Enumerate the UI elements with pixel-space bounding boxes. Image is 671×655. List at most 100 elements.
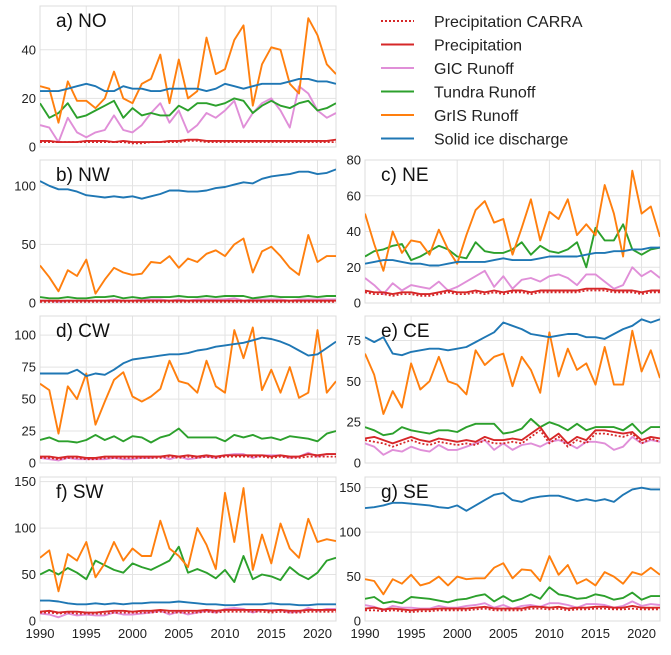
series-line-tundra — [365, 223, 660, 269]
panel-label: g) SE — [381, 482, 429, 503]
series-line-gic — [40, 85, 336, 144]
panel-label: a) NO — [56, 11, 107, 32]
series-line-gris — [40, 234, 336, 295]
y-tick-label: 25 — [22, 424, 36, 439]
series-line-gic — [365, 435, 660, 456]
panel-cw: 0 25 50 75 100 d) CW — [14, 315, 337, 471]
series-line-precip — [40, 138, 336, 144]
series-line-gris — [365, 329, 660, 415]
series-line-tundra — [40, 427, 336, 444]
plot-frame — [364, 476, 661, 622]
series-line-tundra — [40, 545, 336, 583]
x-tick-label: 2020 — [303, 626, 332, 641]
series-line-gris — [365, 169, 660, 272]
plot-frame — [39, 315, 337, 464]
legend-item-gris: GrIS Runoff — [381, 108, 519, 125]
legend-label: Tundra Runoff — [434, 85, 536, 102]
series-line-ice — [40, 77, 336, 93]
y-tick-label: 20 — [22, 91, 36, 106]
y-tick-label: 50 — [22, 392, 36, 407]
series-line-precip-carra — [365, 429, 660, 448]
series-line-gris — [40, 487, 336, 593]
legend-item-ice: Solid ice discharge — [381, 132, 568, 149]
series-lines — [365, 318, 660, 456]
panel-label: d) CW — [56, 321, 110, 342]
series-lines — [365, 486, 660, 613]
y-tick-label: 0 — [354, 456, 361, 471]
series-line-ice — [40, 168, 336, 200]
series-line-precip-carra — [365, 607, 660, 613]
y-tick-label: 100 — [14, 328, 36, 343]
y-tick-label: 0 — [29, 614, 36, 629]
y-tick-label: 0 — [29, 140, 36, 155]
series-line-precip — [365, 604, 660, 612]
x-tick-label: 2020 — [627, 626, 656, 641]
y-tick-label: 80 — [347, 153, 361, 168]
series-line-ice — [365, 246, 660, 267]
panel-ne: 0 20 40 60 80 c) NE — [347, 153, 661, 311]
y-tick-label: 100 — [14, 521, 36, 536]
panels-layer: 0 20 40 a) NO 0 50 100 b) NW 0 20 40 60 80 c) NE 0 25 50… — [14, 5, 661, 641]
series-line-precip-carra — [40, 455, 336, 461]
y-tick-label: 25 — [347, 415, 361, 430]
x-tick-label: 2015 — [257, 626, 286, 641]
legend-label: GIC Runoff — [434, 61, 514, 78]
series-line-ice — [40, 336, 336, 378]
y-tick-label: 150 — [339, 480, 361, 495]
plot-frame — [364, 159, 661, 304]
y-tick-label: 0 — [29, 296, 36, 311]
y-tick-label: 0 — [354, 296, 361, 311]
legend-label: GrIS Runoff — [434, 108, 519, 125]
y-tick-label: 100 — [14, 178, 36, 193]
legend: Precipitation CARRA Precipitation GIC Runo… — [381, 14, 583, 149]
y-tick-label: 75 — [347, 333, 361, 348]
x-tick-label: 2015 — [581, 626, 610, 641]
series-line-precip-carra — [40, 610, 336, 615]
series-line-precip-carra — [40, 140, 336, 145]
panel-sw: 0 50 100 150 1990 1995 2000 2005 2010 2015 2020 f) … — [14, 474, 337, 641]
y-tick-label: 50 — [22, 237, 36, 252]
x-tick-label: 2000 — [118, 626, 147, 641]
y-tick-label: 100 — [339, 525, 361, 540]
panel-label: e) CE — [381, 321, 430, 342]
series-line-tundra — [40, 295, 336, 300]
x-tick-label: 1990 — [26, 626, 55, 641]
x-tick-label: 2000 — [443, 626, 472, 641]
plot-frame — [364, 315, 661, 464]
panel-se: 0 50 100 150 1990 1995 2000 2005 2010 2015 2020 g) … — [339, 476, 661, 641]
y-tick-label: 50 — [22, 567, 36, 582]
panel-label: f) SW — [56, 482, 104, 503]
series-line-gris — [365, 555, 660, 596]
series-lines — [365, 169, 660, 297]
panel-ce: 0 25 50 75 e) CE — [347, 315, 661, 471]
y-tick-label: 50 — [347, 374, 361, 389]
series-line-precip — [40, 608, 336, 614]
series-line-tundra — [365, 586, 660, 605]
y-tick-label: 0 — [29, 456, 36, 471]
series-line-precip — [40, 453, 336, 459]
series-line-precip-carra — [365, 289, 660, 297]
series-line-ice — [40, 599, 336, 607]
y-tick-label: 75 — [22, 360, 36, 375]
legend-label: Precipitation CARRA — [434, 14, 583, 31]
series-line-gic — [40, 607, 336, 619]
series-line-ice — [365, 486, 660, 512]
series-line-precip — [365, 426, 660, 445]
x-tick-label: 1995 — [397, 626, 426, 641]
y-tick-label: 0 — [354, 614, 361, 629]
series-lines — [40, 17, 336, 145]
legend-item-precip-carra: Precipitation CARRA — [381, 14, 583, 31]
plot-frame — [39, 476, 337, 622]
panel-label: c) NE — [381, 165, 429, 186]
y-tick-label: 150 — [14, 474, 36, 489]
plot-frame — [39, 159, 337, 304]
series-line-gris — [40, 326, 336, 435]
y-tick-label: 60 — [347, 188, 361, 203]
legend-label: Precipitation — [434, 38, 522, 55]
x-tick-label: 2005 — [489, 626, 518, 641]
series-lines — [40, 487, 336, 619]
y-tick-label: 40 — [22, 42, 36, 57]
legend-label: Solid ice discharge — [434, 132, 568, 149]
series-line-tundra — [40, 97, 336, 119]
